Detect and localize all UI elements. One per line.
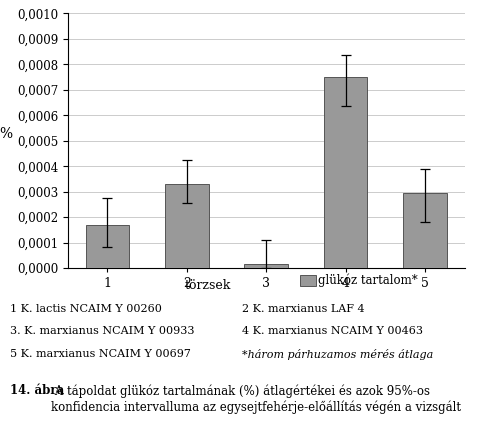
Y-axis label: %: % <box>0 127 12 141</box>
Text: glükóz tartalom*: glükóz tartalom* <box>318 274 418 287</box>
Text: 2 K. marxianus LAF 4: 2 K. marxianus LAF 4 <box>242 304 364 314</box>
Bar <box>165 184 209 268</box>
Bar <box>403 193 447 268</box>
Bar <box>244 264 288 268</box>
Text: 1 K. lactis NCAIM Y 00260: 1 K. lactis NCAIM Y 00260 <box>10 304 162 314</box>
Text: 14. ábra: 14. ábra <box>10 384 64 397</box>
Text: A tápoldat glükóz tartalmának (%) átlagértékei és azok 95%-os
konfidencia interv: A tápoldat glükóz tartalmának (%) átlagé… <box>51 384 461 413</box>
Text: 3. K. marxianus NCAIM Y 00933: 3. K. marxianus NCAIM Y 00933 <box>10 326 194 336</box>
Text: törzsek: törzsek <box>185 279 231 292</box>
Bar <box>324 77 367 268</box>
Text: 4 K. marxianus NCAIM Y 00463: 4 K. marxianus NCAIM Y 00463 <box>242 326 423 336</box>
Bar <box>86 225 129 268</box>
Text: 5 K. marxianus NCAIM Y 00697: 5 K. marxianus NCAIM Y 00697 <box>10 349 191 358</box>
Text: *három párhuzamos mérés átlaga: *három párhuzamos mérés átlaga <box>242 349 433 360</box>
